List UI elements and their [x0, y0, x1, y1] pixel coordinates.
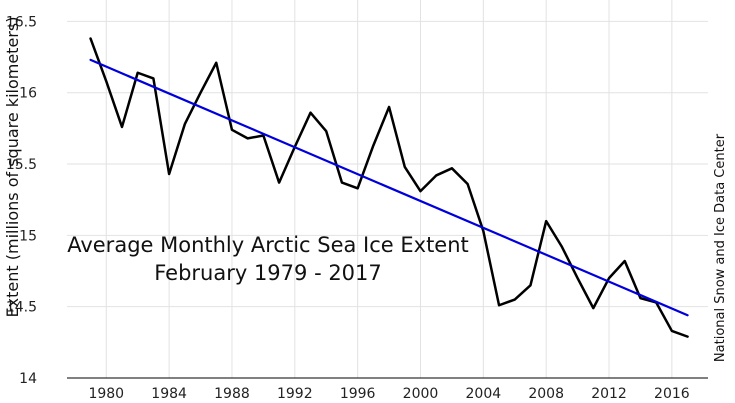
- x-tick-label-2008: 2008: [528, 386, 564, 402]
- series-layer: [89, 37, 689, 338]
- x-tick-label-1980: 1980: [88, 386, 124, 402]
- y-tick-label-14: 14: [19, 371, 37, 387]
- x-tick-label-1992: 1992: [277, 386, 313, 402]
- x-tick-label-1988: 1988: [214, 386, 250, 402]
- x-tick-label-2016: 2016: [654, 386, 690, 402]
- series-line-trend: [89, 58, 689, 317]
- chart-subtitle: February 1979 - 2017: [154, 261, 382, 285]
- source-label: National Snow and Ice Data Center: [713, 133, 728, 362]
- x-tick-label-2004: 2004: [466, 386, 502, 402]
- grid-layer: [67, 0, 708, 379]
- chart-title: Average Monthly Arctic Sea Ice Extent: [67, 233, 469, 257]
- series-line-observed: [89, 37, 689, 338]
- y-tick-label-14-5: 14.5: [6, 300, 37, 316]
- x-tick-label-2000: 2000: [403, 386, 439, 402]
- y-tick-label-16: 16: [19, 86, 37, 102]
- y-axis-title: Extent (millions of square kilometers): [3, 17, 22, 318]
- x-tick-label-1984: 1984: [151, 386, 187, 402]
- label-layer: 1980 1984 1988 1992 1996 2000 2004 2008 2012 2016…: [6, 14, 690, 402]
- y-tick-label-16-5: 16.5: [6, 14, 37, 30]
- y-tick-label-15-5: 15.5: [6, 157, 37, 173]
- x-tick-label-1996: 1996: [340, 386, 376, 402]
- x-tick-label-2012: 2012: [591, 386, 627, 402]
- y-tick-label-15: 15: [19, 228, 37, 244]
